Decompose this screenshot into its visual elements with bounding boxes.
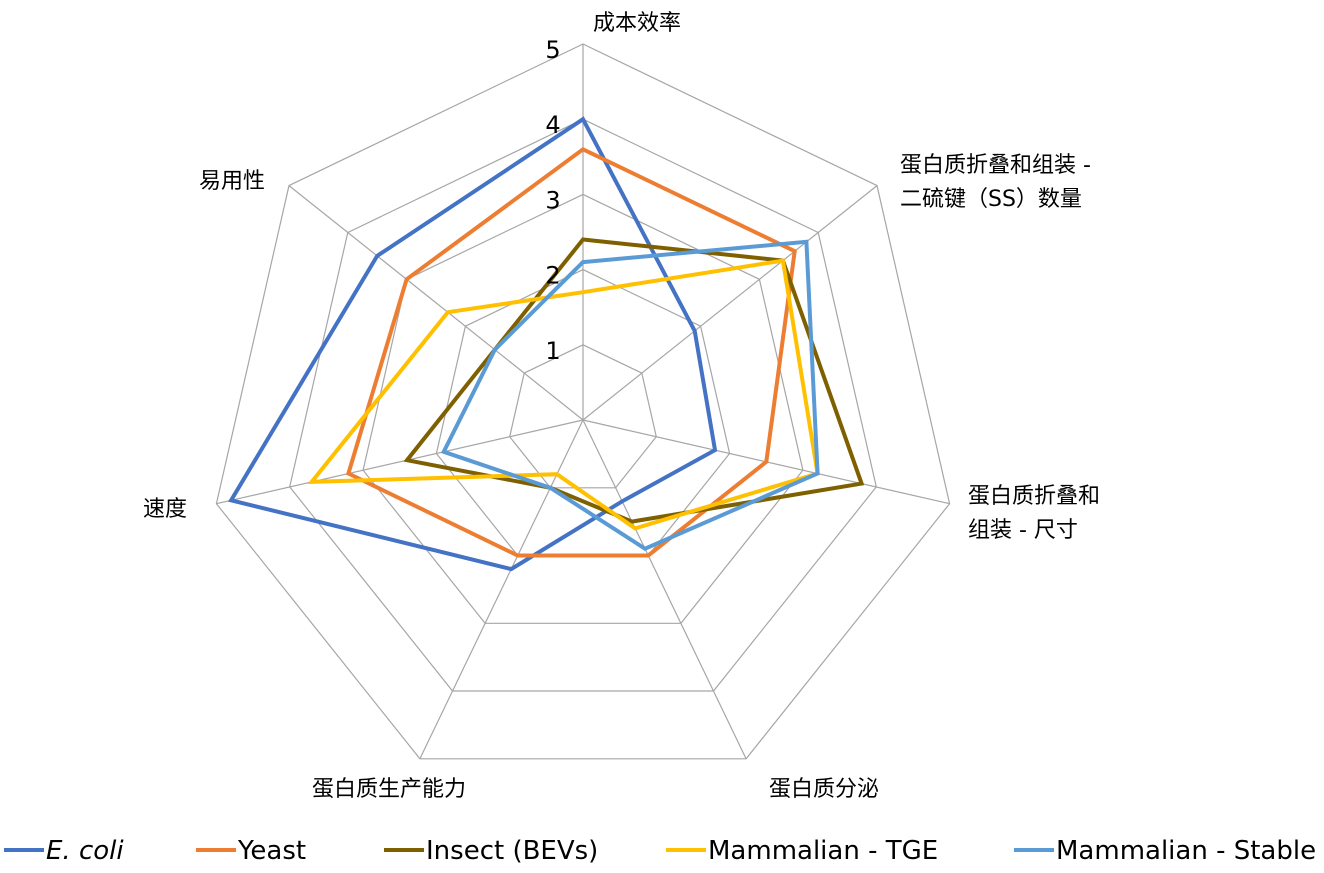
tick-label-2: 2	[545, 262, 560, 290]
axis-label-3: 组装 - 尺寸	[968, 518, 1078, 543]
grid-spoke-4	[582, 419, 747, 760]
legend-label-1: E. coli	[46, 836, 124, 866]
grid-spoke-2	[582, 185, 878, 421]
tick-labels: 1 2 3 4 5	[545, 36, 560, 365]
axis-label-1: 成本效率	[593, 11, 681, 36]
legend: E. coli Yeast Insect (BEVs) Mammalian - TGE…	[4, 836, 1316, 866]
axis-label-6: 速度	[143, 497, 187, 522]
series-line-1	[227, 116, 718, 572]
grid-ring-3	[362, 193, 804, 624]
grid-spoke-7	[288, 185, 584, 421]
grid-ring-1	[509, 344, 657, 489]
axis-label-2: 二硫键（SS）数量	[900, 187, 1082, 212]
grid-spoke-6	[216, 419, 584, 505]
legend-label-3: Insect (BEVs)	[426, 836, 598, 866]
tick-label-5: 5	[545, 36, 560, 64]
axis-label-2: 蛋白质折叠和组装 -	[900, 153, 1091, 178]
legend-label-2: Yeast	[237, 836, 306, 866]
tick-label-1: 1	[545, 337, 560, 365]
axis-label-7: 易用性	[199, 169, 265, 194]
axis-label-3: 蛋白质折叠和	[968, 484, 1100, 509]
tick-label-3: 3	[545, 186, 560, 214]
radar-grid	[215, 43, 951, 760]
axis-label-5: 蛋白质生产能力	[312, 777, 466, 802]
legend-label-4: Mammalian - TGE	[708, 836, 938, 866]
series-line-4	[307, 258, 820, 531]
legend-label-5: Mammalian - Stable	[1056, 836, 1316, 866]
grid-spoke-5	[419, 419, 584, 760]
axis-label-4: 蛋白质分泌	[769, 777, 879, 802]
radar-series	[227, 116, 865, 572]
tick-label-4: 4	[545, 111, 560, 139]
series-line-3	[403, 237, 865, 524]
series-line-5	[440, 239, 820, 551]
grid-ring-4	[289, 118, 877, 692]
grid-ring-5	[215, 43, 951, 760]
